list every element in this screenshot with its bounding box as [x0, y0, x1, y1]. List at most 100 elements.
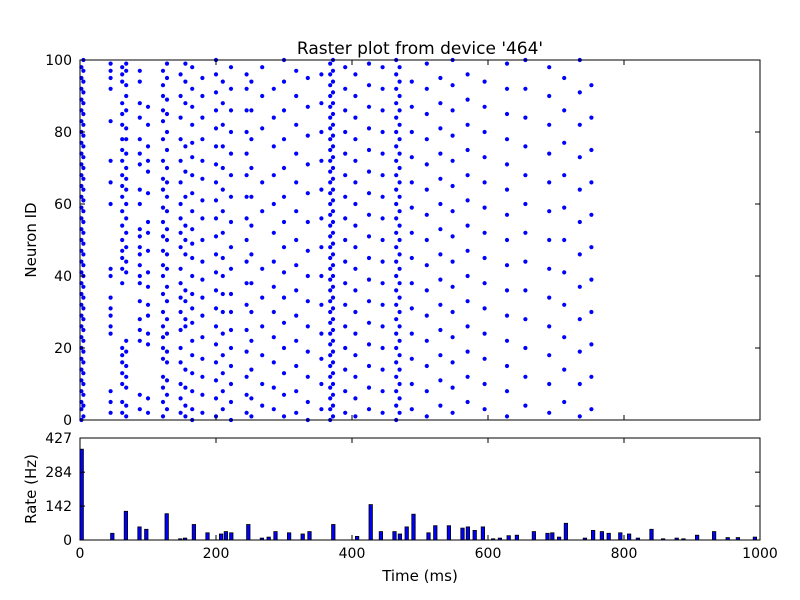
- raster-y-axis-label: Neuron ID: [22, 202, 40, 277]
- spike-point: [183, 101, 188, 106]
- spike-point: [160, 93, 166, 99]
- spike-point: [249, 165, 254, 171]
- spike-point: [160, 137, 166, 142]
- spike-point: [328, 320, 333, 325]
- spike-point: [294, 209, 299, 214]
- spike-point: [294, 122, 299, 127]
- rate-y-tick-label: 284: [45, 465, 72, 481]
- spike-point: [328, 158, 333, 163]
- spike-point: [108, 324, 113, 329]
- spike-point: [228, 363, 234, 369]
- spike-point: [394, 72, 399, 77]
- spike-point: [394, 216, 399, 221]
- raster-y-axis: 0 20 40 60 80 100: [45, 53, 761, 429]
- spike-point: [409, 356, 414, 361]
- spike-point: [220, 122, 225, 127]
- spike-point: [200, 335, 205, 340]
- spike-point: [330, 165, 336, 171]
- spike-point: [213, 72, 219, 77]
- spike-point: [397, 223, 402, 228]
- spike-point: [523, 403, 528, 408]
- spike-point: [108, 273, 113, 279]
- spike-point: [366, 385, 372, 390]
- spike-point: [220, 371, 225, 376]
- spike-point: [305, 191, 310, 196]
- spike-point: [120, 345, 125, 351]
- spike-point: [164, 349, 170, 354]
- spike-point: [343, 367, 348, 372]
- spike-point: [319, 331, 324, 336]
- spike-point: [547, 65, 552, 70]
- spike-point: [438, 201, 443, 207]
- spike-point: [577, 414, 582, 419]
- spike-point: [124, 414, 129, 419]
- spike-point: [450, 158, 455, 163]
- spike-point: [160, 158, 166, 163]
- spike-point: [328, 61, 333, 66]
- spike-point: [589, 83, 594, 88]
- spike-point: [120, 399, 125, 405]
- spike-point: [183, 288, 188, 293]
- spike-point: [547, 266, 552, 271]
- spike-point: [81, 155, 86, 160]
- spike-point: [424, 313, 429, 318]
- rate-bar: [465, 526, 471, 541]
- spike-point: [213, 108, 219, 113]
- spike-point: [394, 345, 399, 351]
- spike-point: [394, 389, 399, 394]
- spike-point: [183, 324, 188, 329]
- spike-point: [547, 295, 552, 300]
- spike-point: [160, 356, 166, 361]
- rate-bar: [480, 526, 486, 541]
- spike-point: [589, 180, 594, 185]
- spike-point: [260, 65, 265, 70]
- spike-point: [81, 338, 86, 343]
- rate-bar: [591, 530, 596, 541]
- spike-point: [120, 410, 125, 415]
- spike-point: [120, 79, 125, 84]
- spike-point: [366, 299, 372, 304]
- spike-point: [124, 270, 129, 275]
- spike-point: [190, 65, 195, 70]
- spike-point: [124, 216, 129, 221]
- spike-point: [124, 68, 129, 73]
- spike-point: [380, 281, 385, 286]
- spike-point: [220, 389, 225, 394]
- spike-point: [397, 396, 402, 401]
- spike-point: [190, 306, 195, 311]
- spike-point: [145, 158, 151, 163]
- spike-point: [164, 75, 170, 81]
- spike-point: [164, 266, 170, 271]
- spike-point: [294, 68, 299, 73]
- rate-y-tick-label: 0: [63, 533, 72, 549]
- spike-point: [328, 93, 333, 99]
- spike-point: [589, 245, 594, 250]
- spike-point: [120, 173, 125, 178]
- spike-point: [164, 252, 170, 257]
- raster-plot-frame: [79, 59, 761, 421]
- spike-point: [120, 266, 125, 271]
- rate-bar: [433, 525, 438, 541]
- spike-point: [397, 367, 402, 372]
- spike-point: [244, 392, 249, 397]
- spike-point: [145, 270, 151, 275]
- spike-point: [145, 342, 151, 347]
- spike-point: [482, 104, 487, 109]
- spike-point: [271, 284, 276, 289]
- spike-point: [160, 234, 166, 239]
- spike-point: [190, 155, 195, 160]
- spike-point: [160, 399, 166, 405]
- spike-point: [397, 209, 402, 214]
- spike-point: [81, 241, 86, 246]
- spike-point: [213, 342, 219, 347]
- spike-point: [124, 245, 129, 250]
- spike-point: [249, 223, 254, 228]
- spike-point: [330, 263, 336, 268]
- rate-bar: [446, 525, 452, 541]
- spike-point: [328, 137, 333, 142]
- spike-point: [108, 399, 113, 405]
- spike-point: [394, 273, 399, 279]
- spike-point: [380, 216, 385, 221]
- spike-point: [482, 205, 487, 210]
- spike-point: [330, 349, 336, 354]
